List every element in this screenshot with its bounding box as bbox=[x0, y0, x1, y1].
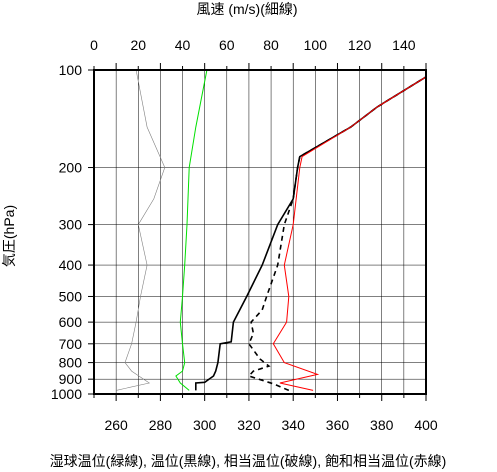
x-tick-label-theta: 260 bbox=[104, 417, 128, 433]
y-tick-label-pressure: 700 bbox=[59, 336, 83, 352]
x-tick-label-wind: 120 bbox=[348, 37, 372, 53]
y-tick-label-pressure: 800 bbox=[59, 355, 83, 371]
bottom-axis-title: 湿球温位(緑線), 温位(黒線), 相当温位(破線), 飽和相当温位(赤線) bbox=[50, 453, 447, 469]
x-tick-label-wind: 40 bbox=[175, 37, 191, 53]
y-tick-label-pressure: 600 bbox=[59, 314, 83, 330]
y-tick-label-pressure: 400 bbox=[59, 257, 83, 273]
x-tick-label-wind: 80 bbox=[263, 37, 279, 53]
x-tick-label-theta: 300 bbox=[193, 417, 217, 433]
x-tick-label-theta: 320 bbox=[237, 417, 261, 433]
x-tick-label-wind: 20 bbox=[130, 37, 146, 53]
series-line-0 bbox=[116, 69, 166, 391]
tick-labels: 260 280 300 320 340 360 380 400 0 20 40 60 80 100 120 1… bbox=[51, 37, 438, 433]
y-tick-label-pressure: 1000 bbox=[51, 386, 82, 402]
x-tick-label-wind: 100 bbox=[304, 37, 328, 53]
y-tick-label-pressure: 900 bbox=[59, 371, 83, 387]
x-tick-label-theta: 360 bbox=[326, 417, 350, 433]
series-line-4 bbox=[272, 76, 427, 391]
series-line-2 bbox=[195, 76, 427, 391]
y-axis-title: 気圧(hPa) bbox=[1, 205, 17, 267]
x-tick-label-theta: 380 bbox=[370, 417, 394, 433]
plot-border bbox=[93, 69, 427, 395]
x-tick-label-wind: 0 bbox=[90, 37, 98, 53]
x-tick-label-wind: 140 bbox=[392, 37, 416, 53]
y-tick-label-pressure: 300 bbox=[59, 217, 83, 233]
grid bbox=[94, 70, 426, 394]
plot-frame bbox=[88, 63, 427, 401]
x-tick-label-wind: 60 bbox=[219, 37, 235, 53]
x-tick-label-theta: 280 bbox=[149, 417, 173, 433]
x-tick-label-theta: 400 bbox=[414, 417, 438, 433]
x-tick-label-theta: 340 bbox=[282, 417, 306, 433]
series-line-1 bbox=[175, 69, 208, 391]
series-layer bbox=[116, 69, 427, 392]
y-tick-label-pressure: 200 bbox=[59, 160, 83, 176]
y-tick-label-pressure: 500 bbox=[59, 288, 83, 304]
top-axis-title: 風速 (m/s)(細線) bbox=[196, 1, 297, 17]
y-tick-label-pressure: 100 bbox=[59, 62, 83, 78]
series-line-3 bbox=[247, 76, 427, 392]
